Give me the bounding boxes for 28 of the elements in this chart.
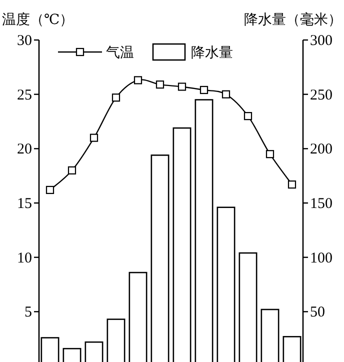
tick: 300 xyxy=(310,33,332,49)
tick: 200 xyxy=(310,142,332,158)
ylabel: 温度（℃） xyxy=(2,13,74,28)
tick: 30 xyxy=(17,33,32,49)
point xyxy=(288,180,296,189)
point xyxy=(244,112,252,120)
tick: 15 xyxy=(17,196,32,212)
tick: 20 xyxy=(17,142,32,158)
tick: 10 xyxy=(17,250,32,266)
point xyxy=(68,166,76,174)
point xyxy=(90,134,98,142)
point xyxy=(200,86,208,94)
legend-label: 降水量 xyxy=(191,46,233,61)
tick: 5 xyxy=(24,304,32,321)
point xyxy=(222,90,230,98)
point xyxy=(112,94,120,102)
tick: 250 xyxy=(310,87,332,104)
y2label: 降水量（毫米） xyxy=(244,13,342,28)
point xyxy=(266,150,274,158)
tick: 150 xyxy=(310,196,332,212)
tick: 50 xyxy=(310,304,325,321)
point xyxy=(134,76,142,84)
tick: 100 xyxy=(310,250,332,266)
point xyxy=(178,82,186,91)
point xyxy=(46,186,54,194)
tick: 25 xyxy=(17,87,32,104)
legend-label: 气温 xyxy=(106,46,134,61)
point xyxy=(156,80,164,89)
